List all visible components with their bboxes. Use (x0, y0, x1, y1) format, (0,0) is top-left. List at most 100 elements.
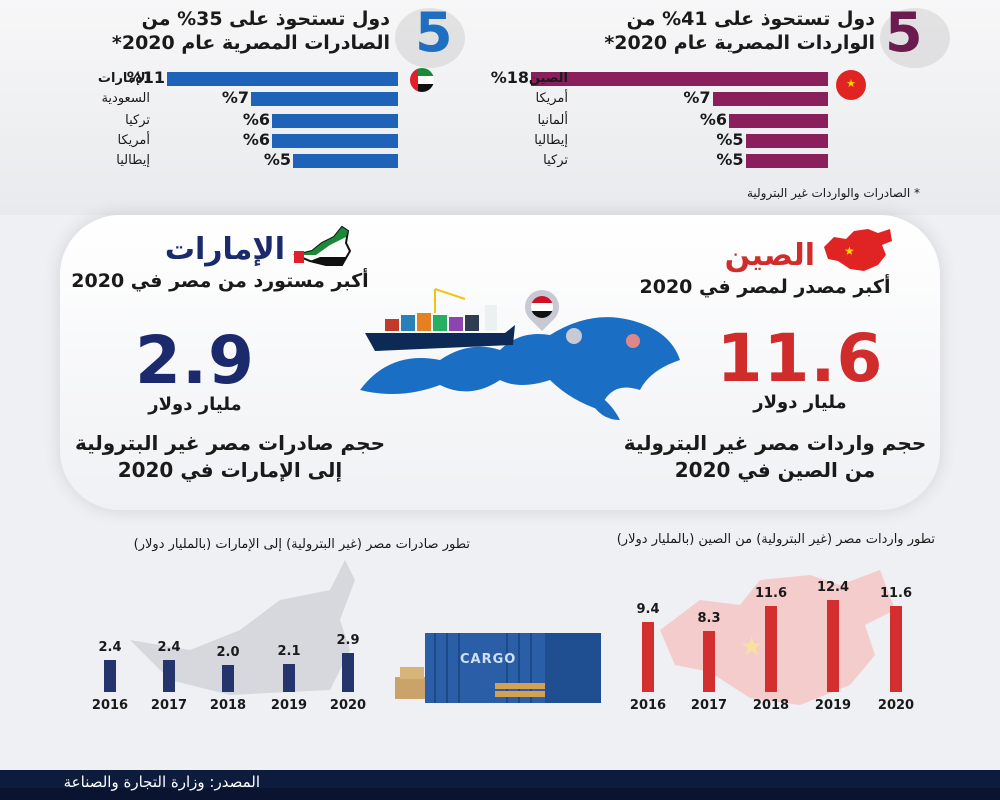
cargo-ship-illustration (365, 285, 515, 359)
china-subtitle: أكبر مصدر لمصر في 2020 (639, 276, 891, 298)
china-description: حجم واردات مصر غير البترولية من الصين في… (620, 430, 930, 484)
trend-value-label: 9.4 (636, 602, 660, 618)
trend-bar (342, 652, 354, 692)
trend-value-label: 12.4 (816, 580, 850, 596)
trend-year-label: 2018 (752, 698, 790, 713)
share-value-label: %6 (699, 110, 727, 129)
trend-value-label: 11.6 (754, 586, 788, 602)
china-value: 11.6 (716, 320, 884, 397)
svg-text:★: ★ (740, 632, 763, 662)
trend-bar (283, 663, 295, 692)
trend-year-label: 2019 (814, 698, 852, 713)
imports-header-text: دول تستحوذ على 41% من الواردات المصرية ع… (580, 8, 875, 56)
uae-description-line2: إلى الإمارات في 2020 (117, 458, 343, 482)
trend-bar (827, 600, 839, 692)
uae-location-pin-icon (566, 328, 582, 344)
uae-flag-icon (410, 68, 434, 92)
trend-bar (163, 659, 175, 692)
trend-value-label: 2.9 (336, 632, 360, 648)
uae-subtitle: أكبر مستورد من مصر في 2020 (71, 270, 369, 292)
share-value-label: %5 (716, 150, 744, 169)
trend-year-label: 2018 (209, 698, 247, 713)
container-label: CARGO (460, 652, 517, 667)
share-category-label: تركيا (125, 113, 150, 128)
share-bar (729, 114, 828, 128)
share-bar (745, 154, 828, 168)
exports-big-number: 5 (415, 1, 453, 64)
china-unit: مليار دولار (753, 392, 847, 413)
share-bar (251, 92, 398, 106)
trend-year-label: 2017 (150, 698, 188, 713)
share-value-label: %5 (263, 150, 291, 169)
uae-title: الإمارات (164, 232, 285, 267)
share-value-label: %7 (683, 88, 711, 107)
svg-text:★: ★ (844, 244, 855, 258)
imports-header-line1: دول تستحوذ على 41% من (626, 8, 875, 30)
top-panel-background (0, 0, 1000, 215)
china-map-icon: ★ (820, 225, 896, 279)
uae-value: 2.9 (135, 322, 255, 399)
trend-year-label: 2019 (270, 698, 308, 713)
uae-description-line1: حجم صادرات مصر غير البترولية (74, 431, 386, 455)
trend-year-label: 2016 (91, 698, 129, 713)
share-category-label: أمريكا (535, 91, 568, 106)
trend-bar (222, 665, 234, 692)
share-bar (167, 72, 398, 86)
trend-year-label: 2020 (877, 698, 915, 713)
trend-value-label: 2.0 (216, 645, 240, 660)
share-value-label: %6 (242, 130, 270, 149)
share-category-label: ألمانيا (537, 113, 568, 128)
share-bar (293, 154, 398, 168)
trend-value-label: 11.6 (879, 586, 913, 602)
imports-header-line2: الواردات المصرية عام 2020* (604, 31, 875, 54)
decorative-shadow (395, 8, 465, 68)
exports-header-line2: الصادرات المصرية عام 2020* (111, 31, 390, 54)
decorative-shadow (880, 8, 950, 68)
footer-stripe (0, 788, 1000, 800)
share-category-label: أمريكا (117, 133, 150, 148)
china-description-line2: من الصين في 2020 (674, 458, 876, 482)
imports-big-number: 5 (885, 1, 923, 64)
uae-trend-chart-title: تطور صادرات مصر (غير البترولية) إلى الإم… (133, 537, 470, 552)
share-bar (745, 134, 828, 148)
trend-value-label: 2.1 (277, 643, 301, 659)
trend-bar (890, 606, 902, 692)
trend-bar (765, 606, 777, 692)
china-title: الصين (724, 238, 815, 273)
uae-map-watermark (130, 560, 360, 704)
uae-description: حجم صادرات مصر غير البترولية إلى الإمارا… (70, 430, 390, 484)
exports-header-line1: دول تستحوذ على 35% من (141, 8, 390, 30)
share-value-label: %5 (716, 130, 744, 149)
share-value-label: %11 (126, 68, 165, 87)
egypt-flag-icon (531, 296, 553, 318)
trend-year-label: 2016 (629, 698, 667, 713)
trend-year-label: 2020 (329, 698, 367, 713)
share-value-label: %7 (221, 88, 249, 107)
share-bar (272, 134, 398, 148)
china-flag-icon: ★ (836, 70, 866, 100)
trend-bar (703, 630, 715, 692)
share-category-label: إيطاليا (116, 153, 150, 168)
share-category-label: السعودية (101, 91, 150, 106)
share-category-label: الإمارات (97, 71, 150, 86)
uae-unit: مليار دولار (148, 394, 242, 415)
trend-value-label: 2.4 (98, 639, 122, 655)
trend-year-label: 2017 (690, 698, 728, 713)
china-trend-chart-title: تطور واردات مصر (غير البترولية) من الصين… (616, 532, 935, 547)
trend-value-label: 2.4 (157, 639, 181, 655)
footnote: * الصادرات والواردات غير البترولية (746, 186, 920, 200)
exports-header-text: دول تستحوذ على 35% من الصادرات المصرية ع… (90, 8, 390, 56)
share-bar (272, 114, 398, 128)
uae-map-icon (290, 225, 354, 275)
share-category-label: الصين (528, 71, 568, 86)
share-value-label: %6 (242, 110, 270, 129)
china-location-pin-icon (626, 334, 640, 348)
share-bar (531, 72, 828, 86)
world-map-illustration (350, 280, 690, 434)
china-map-watermark: ★ (650, 560, 910, 714)
share-category-label: تركيا (543, 153, 568, 168)
source-text: المصدر: وزارة التجارة والصناعة (63, 773, 260, 791)
trend-value-label: 8.3 (697, 610, 721, 626)
cargo-container-illustration (395, 625, 610, 714)
share-bar (712, 92, 828, 106)
